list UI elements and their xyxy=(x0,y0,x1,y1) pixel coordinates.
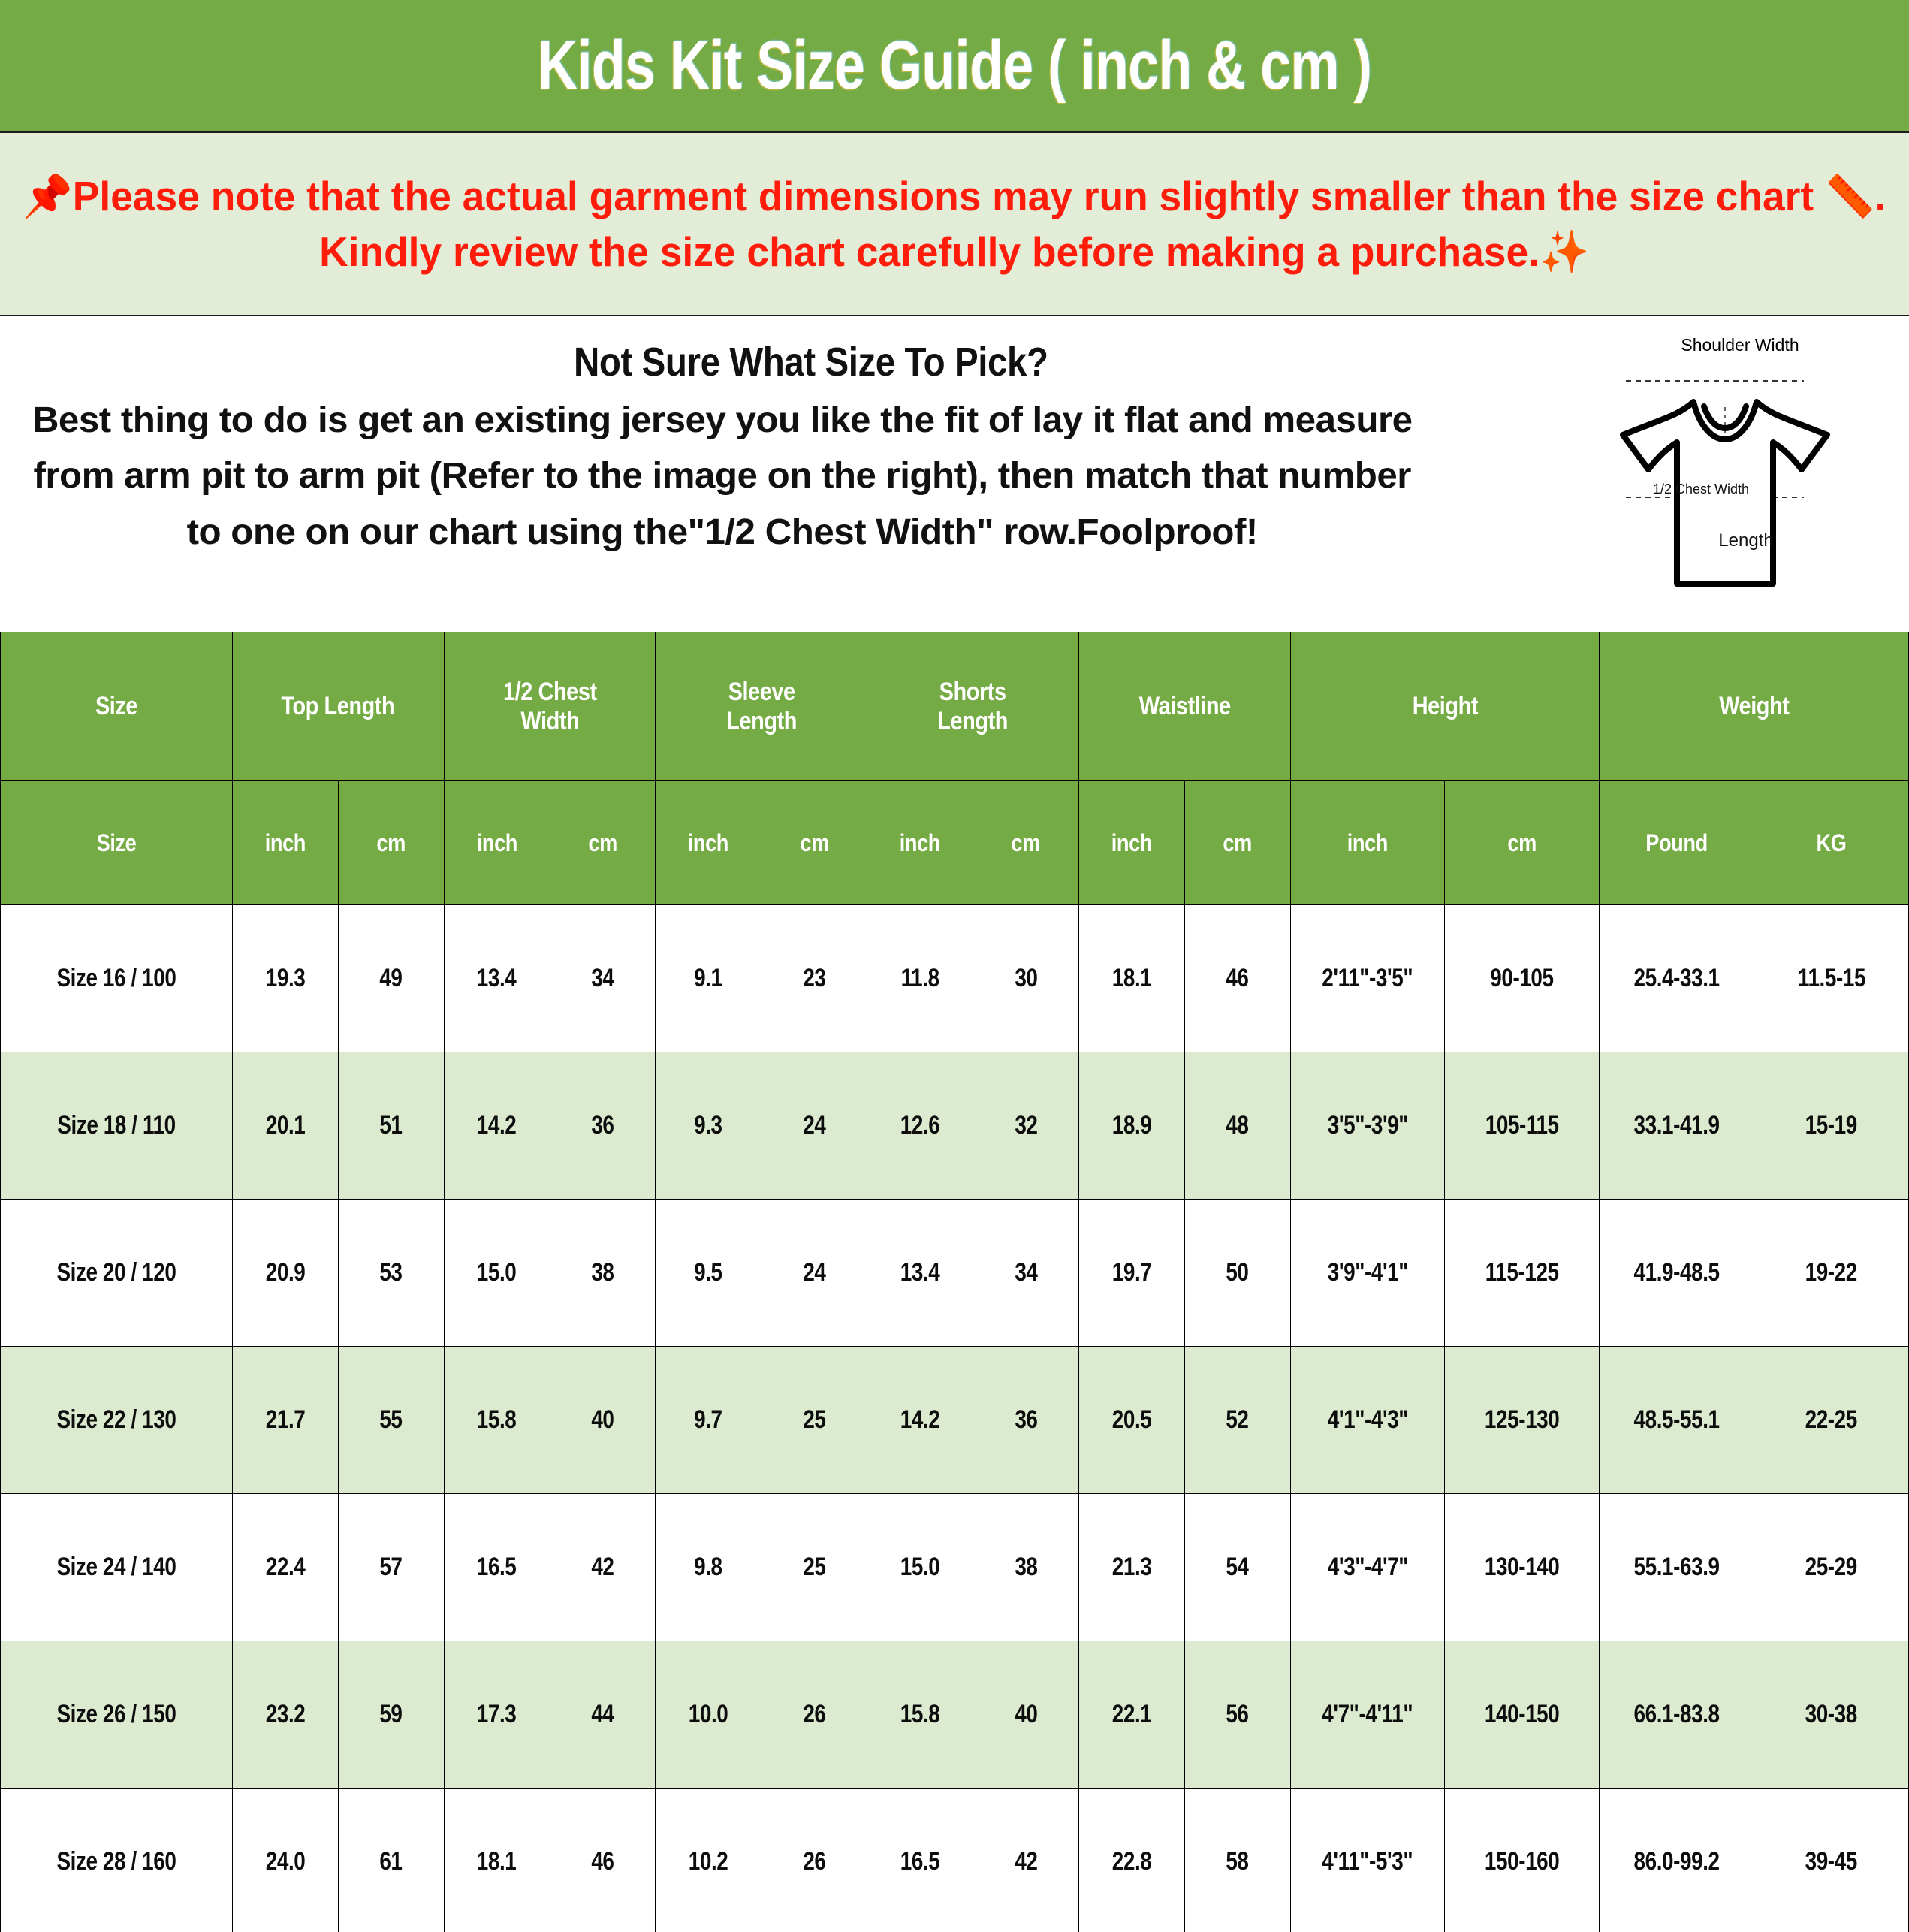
svg-text:Length: Length xyxy=(1718,530,1773,551)
svg-text:1/2 Chest Width: 1/2 Chest Width xyxy=(1653,481,1749,497)
